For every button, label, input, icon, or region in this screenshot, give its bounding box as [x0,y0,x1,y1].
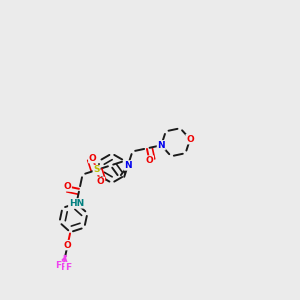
Text: S: S [93,166,100,175]
Text: O: O [64,241,71,250]
Text: N: N [158,141,165,150]
Text: O: O [89,154,97,163]
Text: O: O [186,135,194,144]
Text: F: F [55,260,61,269]
Text: O: O [63,182,71,191]
Text: F: F [65,263,71,272]
Text: O: O [146,156,153,165]
Text: N: N [124,161,132,170]
Text: O: O [97,177,104,186]
Text: F: F [60,263,66,272]
Text: HN: HN [69,199,84,208]
